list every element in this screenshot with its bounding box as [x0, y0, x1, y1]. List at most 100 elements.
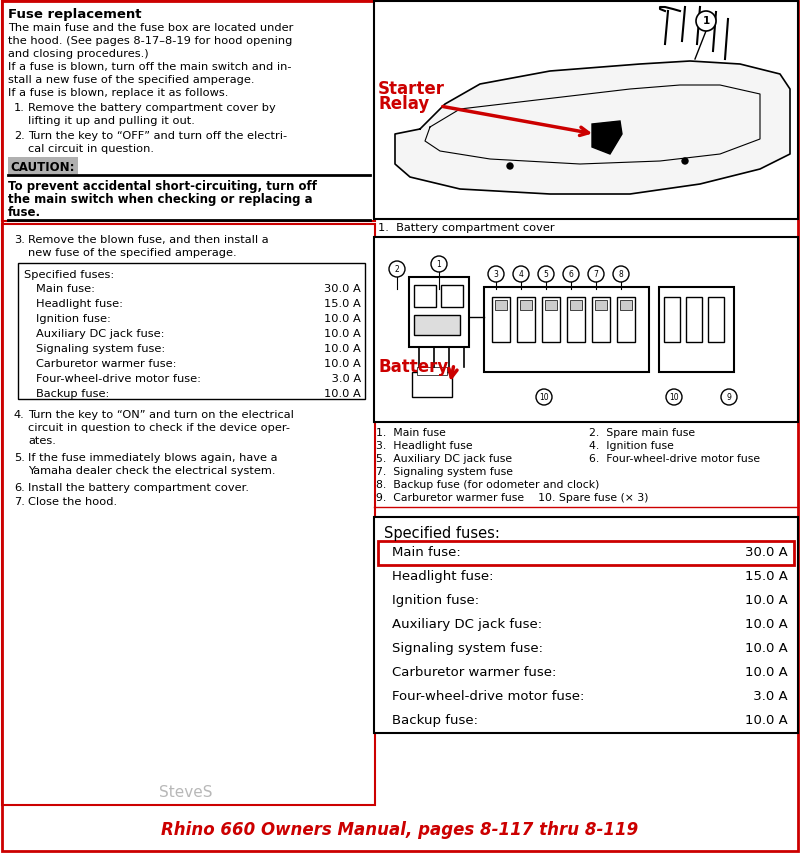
Text: 6.  Four-wheel-drive motor fuse: 6. Four-wheel-drive motor fuse [589, 454, 760, 463]
Text: 1.  Battery compartment cover: 1. Battery compartment cover [378, 223, 554, 233]
Bar [374, 518, 798, 733]
Text: Turn the key to “OFF” and turn off the electri-: Turn the key to “OFF” and turn off the e… [28, 131, 287, 141]
Circle shape [682, 159, 688, 165]
Text: new fuse of the specified amperage.: new fuse of the specified amperage. [28, 247, 237, 258]
Bar [570, 300, 582, 310]
Circle shape [488, 267, 504, 282]
Bar [595, 300, 607, 310]
Text: 3.  Headlight fuse: 3. Headlight fuse [376, 440, 473, 450]
Bar [686, 298, 702, 343]
Text: 4.  Ignition fuse: 4. Ignition fuse [589, 440, 674, 450]
Text: If the fuse immediately blows again, have a: If the fuse immediately blows again, hav… [28, 452, 278, 462]
Text: 4.: 4. [14, 409, 25, 420]
Text: Ignition fuse:: Ignition fuse: [392, 594, 479, 606]
Text: SteveS: SteveS [159, 784, 213, 799]
Text: 7.  Signaling system fuse: 7. Signaling system fuse [376, 467, 513, 477]
Text: 1.  Main fuse: 1. Main fuse [376, 427, 446, 438]
Bar [374, 238, 798, 422]
Text: Install the battery compartment cover.: Install the battery compartment cover. [28, 483, 249, 492]
Text: Ignition fuse:: Ignition fuse: [36, 314, 111, 323]
Text: 2.  Spare main fuse: 2. Spare main fuse [589, 427, 695, 438]
Text: Remove the battery compartment cover by: Remove the battery compartment cover by [28, 103, 276, 113]
Text: The main fuse and the fuse box are located under: The main fuse and the fuse box are locat… [8, 23, 294, 33]
Text: 7.: 7. [14, 496, 25, 507]
Text: Auxiliary DC jack fuse:: Auxiliary DC jack fuse: [36, 328, 165, 339]
Text: 10: 10 [539, 392, 549, 402]
Text: Backup fuse:: Backup fuse: [392, 713, 478, 726]
Bar [520, 300, 532, 310]
Text: 10.0 A: 10.0 A [324, 314, 361, 323]
Text: Signaling system fuse:: Signaling system fuse: [392, 641, 543, 654]
Text: 3.0 A: 3.0 A [750, 689, 788, 702]
Text: Four-wheel-drive motor fuse:: Four-wheel-drive motor fuse: [36, 374, 201, 384]
Text: fuse.: fuse. [8, 206, 41, 218]
Bar [2, 2, 375, 222]
Text: 7: 7 [594, 270, 598, 279]
Text: 1: 1 [437, 259, 442, 269]
Text: circuit in question to check if the device oper-: circuit in question to check if the devi… [28, 422, 290, 432]
Text: Four-wheel-drive motor fuse:: Four-wheel-drive motor fuse: [392, 689, 584, 702]
Text: 6: 6 [569, 270, 574, 279]
Text: 10: 10 [669, 392, 679, 402]
Text: 3.0 A: 3.0 A [328, 374, 361, 384]
Circle shape [721, 390, 737, 405]
Bar [617, 298, 635, 343]
Bar [412, 373, 452, 397]
Bar [567, 298, 585, 343]
Text: Specified fuses:: Specified fuses: [384, 525, 500, 540]
Text: Starter: Starter [378, 80, 445, 98]
Text: the main switch when checking or replacing a: the main switch when checking or replaci… [8, 193, 313, 206]
Text: 2: 2 [394, 264, 399, 274]
Text: 10.0 A: 10.0 A [746, 641, 788, 654]
Bar [484, 287, 649, 373]
Text: 10.0 A: 10.0 A [324, 358, 361, 368]
Text: 9: 9 [726, 392, 731, 402]
Text: Remove the blown fuse, and then install a: Remove the blown fuse, and then install … [28, 235, 269, 245]
Bar [414, 286, 436, 308]
Bar [492, 298, 510, 343]
Text: 3.: 3. [14, 235, 25, 245]
Bar [545, 300, 557, 310]
Text: Battery: Battery [378, 357, 448, 375]
Bar [409, 278, 469, 347]
Bar [2, 224, 375, 805]
Bar [517, 298, 535, 343]
Text: 3: 3 [494, 270, 498, 279]
Text: Carburetor warmer fuse:: Carburetor warmer fuse: [36, 358, 177, 368]
Bar [542, 298, 560, 343]
Polygon shape [395, 62, 790, 194]
Text: the hood. (See pages 8-17–8-19 for hood opening: the hood. (See pages 8-17–8-19 for hood … [8, 36, 292, 46]
Text: 5.  Auxiliary DC jack fuse: 5. Auxiliary DC jack fuse [376, 454, 512, 463]
Text: 9.  Carburetor warmer fuse    10. Spare fuse (× 3): 9. Carburetor warmer fuse 10. Spare fuse… [376, 492, 649, 502]
Bar [659, 287, 734, 373]
Text: 6.: 6. [14, 483, 25, 492]
Circle shape [588, 267, 604, 282]
Text: 10.0 A: 10.0 A [746, 665, 788, 678]
Text: Main fuse:: Main fuse: [392, 545, 461, 559]
Text: Main fuse:: Main fuse: [36, 284, 95, 293]
Circle shape [696, 12, 716, 32]
Text: Auxiliary DC jack fuse:: Auxiliary DC jack fuse: [392, 618, 542, 630]
Text: Specified fuses:: Specified fuses: [24, 270, 114, 280]
Bar [417, 368, 447, 375]
Text: Relay: Relay [378, 95, 430, 113]
Text: 10.0 A: 10.0 A [746, 594, 788, 606]
Bar [8, 158, 78, 175]
Text: Signaling system fuse:: Signaling system fuse: [36, 344, 166, 354]
Text: Headlight fuse:: Headlight fuse: [36, 299, 123, 309]
Text: lifting it up and pulling it out.: lifting it up and pulling it out. [28, 116, 195, 126]
Circle shape [513, 267, 529, 282]
Text: Backup fuse:: Backup fuse: [36, 389, 110, 398]
Bar [414, 316, 460, 335]
Text: Headlight fuse:: Headlight fuse: [392, 569, 494, 583]
Text: 30.0 A: 30.0 A [746, 545, 788, 559]
Text: 8.  Backup fuse (for odometer and clock): 8. Backup fuse (for odometer and clock) [376, 479, 599, 490]
Text: and closing procedures.): and closing procedures.) [8, 49, 149, 59]
Circle shape [666, 390, 682, 405]
Text: Yamaha dealer check the electrical system.: Yamaha dealer check the electrical syste… [28, 466, 275, 475]
Text: If a fuse is blown, turn off the main switch and in-: If a fuse is blown, turn off the main sw… [8, 62, 291, 72]
Text: 10.0 A: 10.0 A [324, 344, 361, 354]
Text: 5: 5 [543, 270, 549, 279]
Bar [592, 298, 610, 343]
Circle shape [389, 262, 405, 278]
